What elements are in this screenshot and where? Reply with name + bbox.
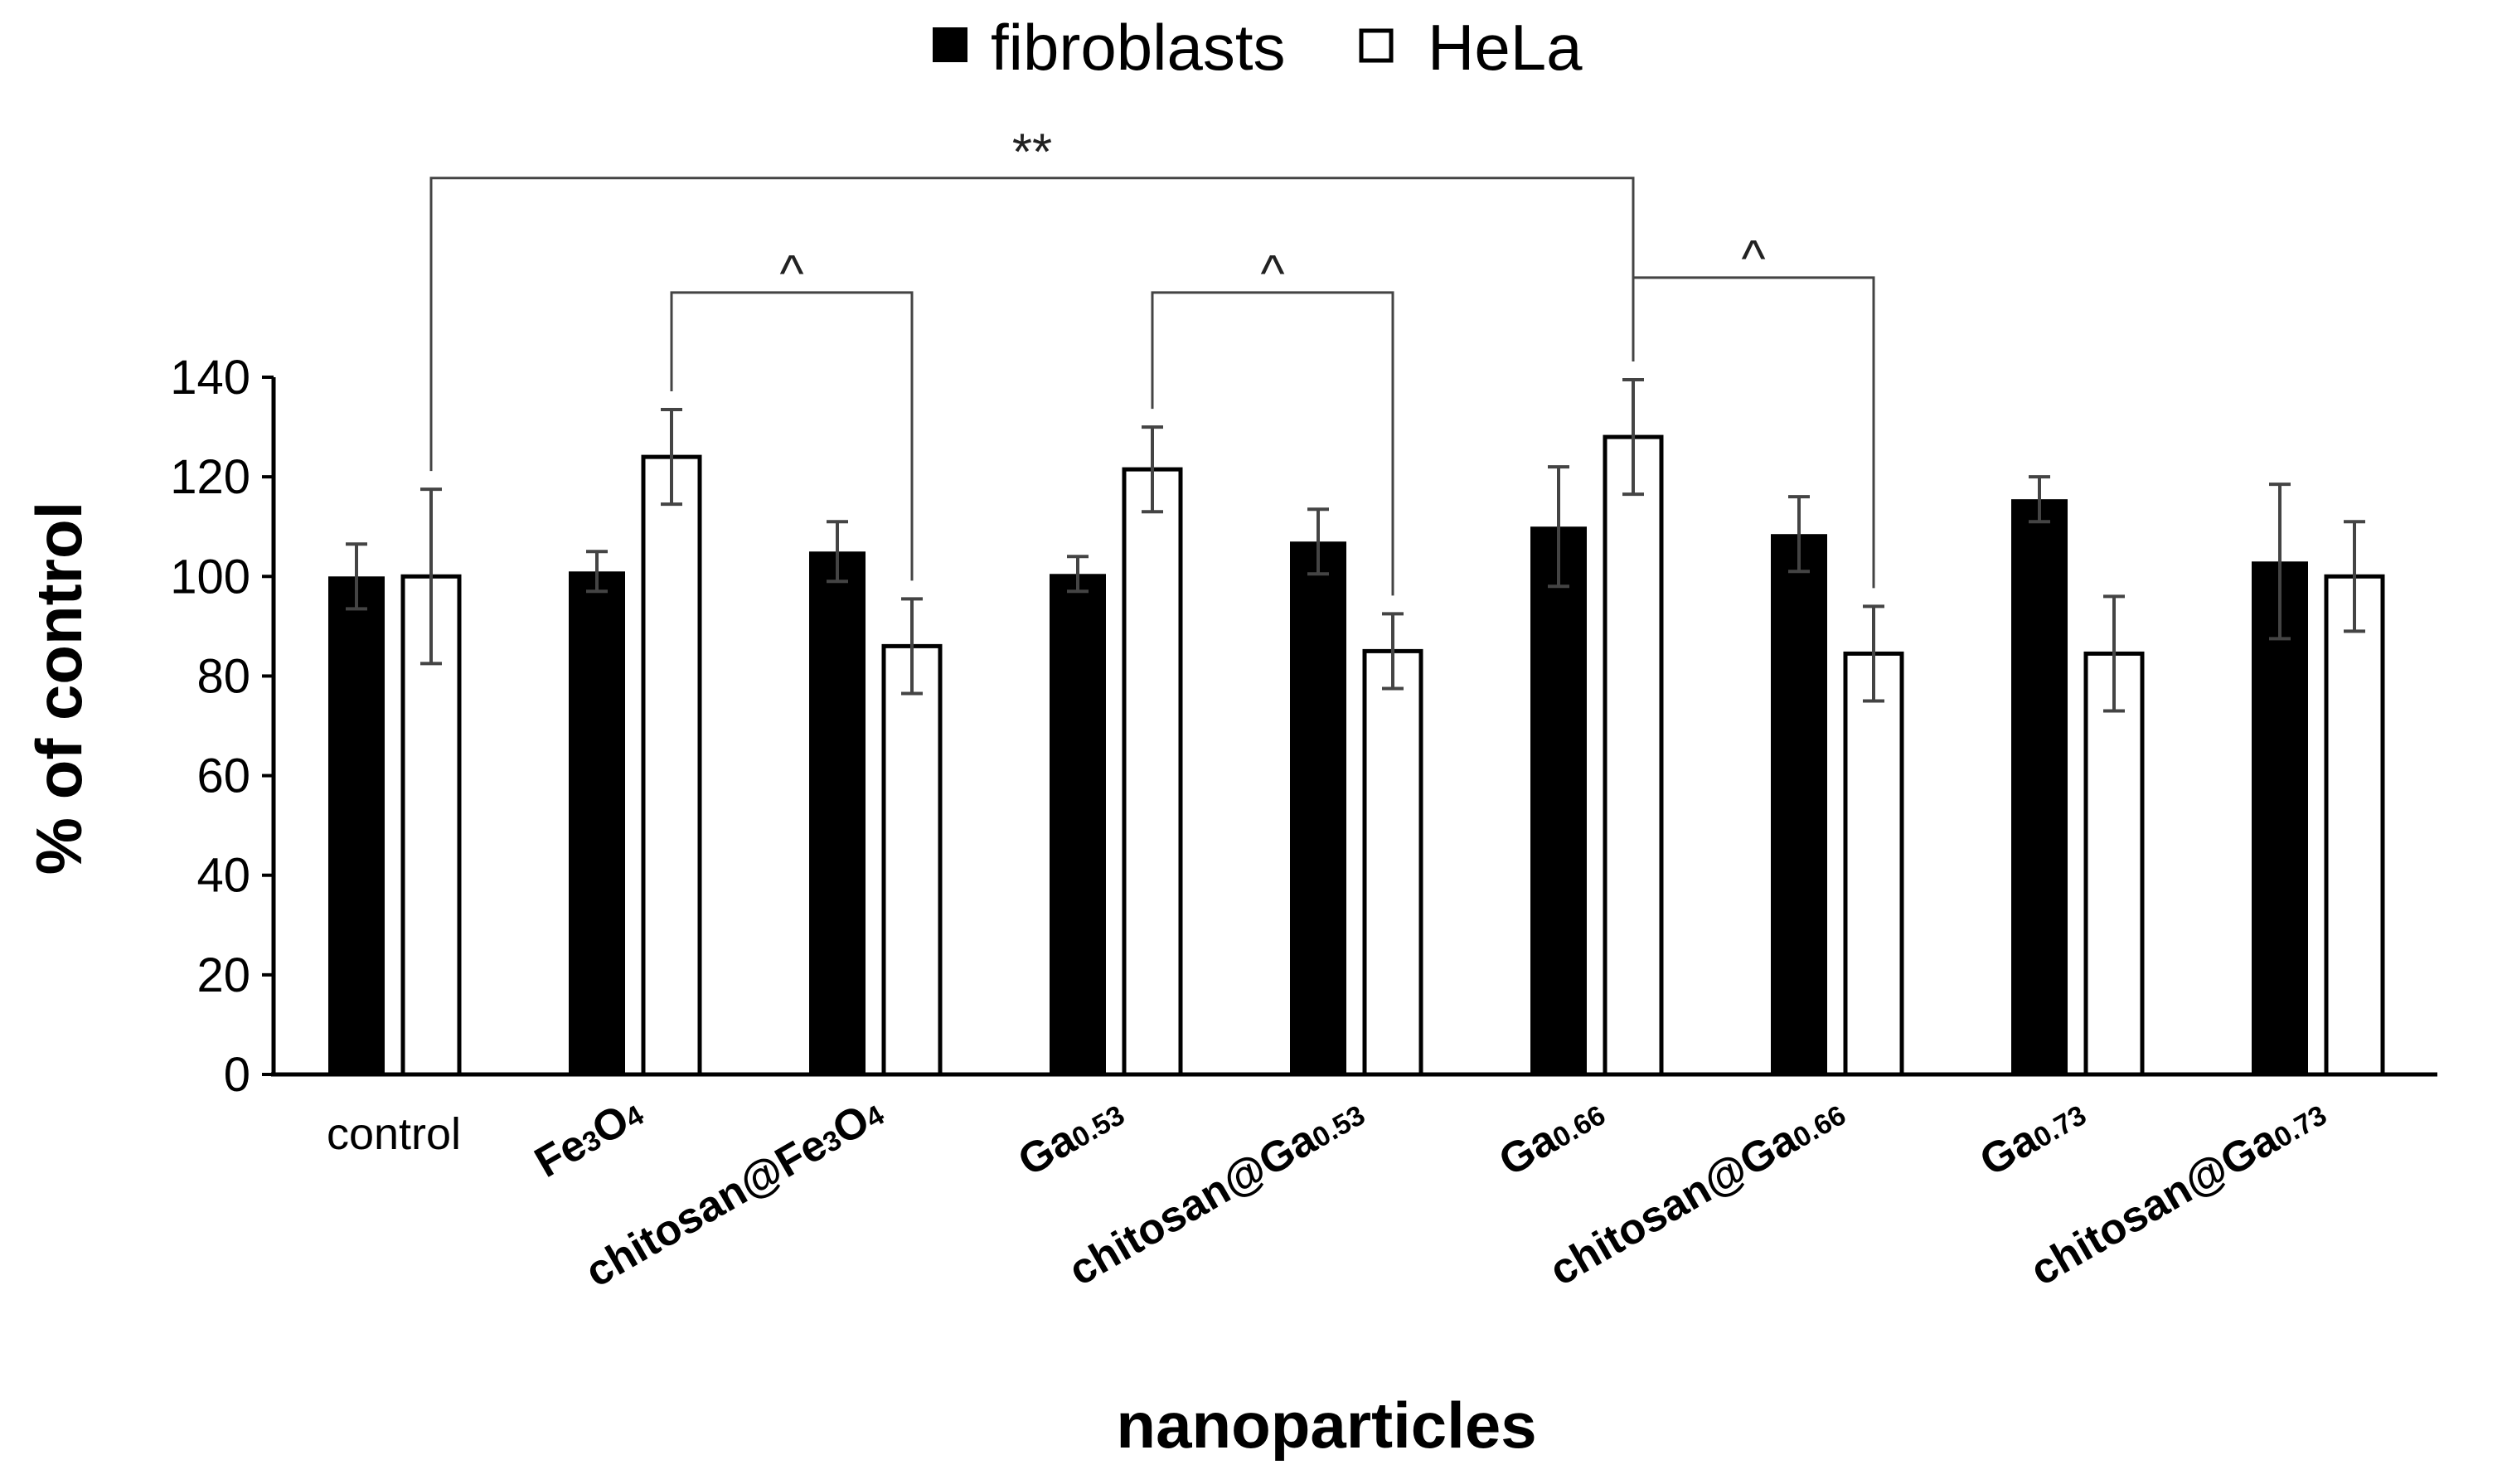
y-tick-label: 80 [196,649,250,703]
bar-fibroblasts-4 [1290,541,1346,1074]
legend-swatch-fibroblasts [933,27,967,62]
x-tick-label-0: control [327,1109,461,1159]
y-tick-label: 40 [196,849,250,903]
bar-fibroblasts-8 [2252,561,2308,1074]
bar-fibroblasts-1 [569,571,625,1074]
significance-bracket [429,177,1635,472]
bar-hela-4 [1362,648,1423,1077]
bar-fibroblasts-7 [2011,499,2068,1074]
legend-label-fibroblasts: fibroblasts [991,11,1286,84]
bars [328,434,2385,1077]
bar-hela-8 [2324,574,2385,1077]
significance-label: ^ [1260,245,1284,303]
bar-hela-2 [881,643,943,1077]
x-tick-label-1: Fe3O4 [527,1088,651,1187]
y-tick-label: 100 [170,550,250,604]
x-tick-label-3: Ga0.53 [1011,1088,1132,1186]
y-tick-label: 20 [196,948,250,1002]
bar-fibroblasts-5 [1530,526,1587,1074]
significance-label: ** [1012,124,1052,182]
y-tick-label: 120 [170,450,250,504]
bar-hela-3 [1122,467,1183,1077]
significance-label: ^ [1741,230,1765,288]
significance-bracket [1151,291,1394,596]
y-axis-title: % of control [22,502,95,875]
bar-hela-1 [641,454,702,1077]
significance-label: ^ [779,245,803,303]
y-tick-label: 140 [170,351,250,405]
bar-fibroblasts-0 [328,576,385,1074]
error-bars [346,378,2365,713]
bar-fibroblasts-3 [1050,574,1106,1074]
y-tick-label: 0 [224,1048,250,1102]
bar-hela-6 [1843,651,1904,1077]
x-axis-title: nanoparticles [1116,1389,1536,1462]
legend: fibroblasts HeLa [933,11,1583,84]
x-tick-label-5: Ga0.66 [1491,1088,1612,1186]
legend-label-hela: HeLa [1428,11,1583,84]
significance-bracket [1632,276,1875,589]
x-tick-label-7: Ga0.73 [1972,1088,2093,1186]
significance-brackets: ** ^ ^ ^ [429,124,1875,596]
significance-bracket [670,291,914,581]
bar-hela-7 [2083,651,2145,1077]
y-tick-label: 60 [196,749,250,803]
axes [271,377,2437,1077]
y-axis-ticks: 0 20 40 60 80 100 120 140 [170,351,274,1102]
bar-fibroblasts-6 [1771,534,1827,1074]
bar-hela-5 [1603,434,1664,1077]
bar-fibroblasts-2 [809,551,866,1074]
legend-swatch-hela [1359,28,1394,63]
